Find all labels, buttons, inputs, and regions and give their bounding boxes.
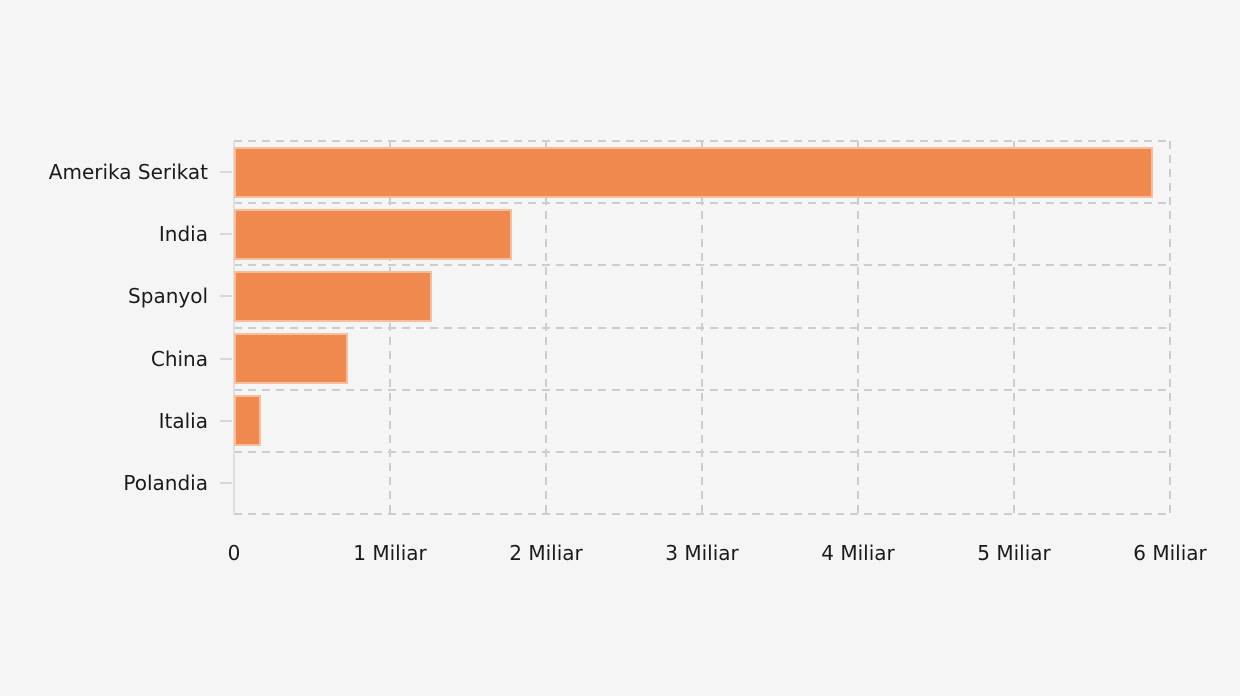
y-axis-tick	[220, 233, 232, 236]
grid-hline	[234, 388, 1170, 391]
grid-hline	[234, 513, 1170, 515]
grid-vline	[1169, 141, 1171, 514]
grid-hline	[234, 202, 1170, 205]
x-axis-label: 6 Miliar	[1133, 541, 1207, 565]
bar	[234, 395, 261, 447]
grid-hline	[234, 450, 1170, 453]
grid-hline	[234, 140, 1170, 142]
y-axis-tick	[220, 481, 232, 484]
x-axis-label: 3 Miliar	[665, 541, 739, 565]
y-axis-label: Italia	[158, 408, 208, 433]
x-axis-label: 2 Miliar	[509, 541, 583, 565]
y-axis-tick	[220, 419, 232, 422]
y-axis-tick	[220, 171, 232, 174]
bar	[234, 208, 512, 260]
y-axis-label: Amerika Serikat	[48, 160, 208, 185]
y-axis-line	[233, 141, 235, 514]
x-axis-label: 1 Miliar	[353, 541, 427, 565]
grid-hline	[234, 326, 1170, 329]
bar	[234, 333, 348, 385]
y-axis-tick	[220, 357, 232, 360]
bar	[234, 146, 1153, 198]
x-axis-label: 0	[227, 541, 241, 565]
x-axis-label: 5 Miliar	[977, 541, 1051, 565]
bar	[234, 270, 433, 322]
grid-hline	[234, 264, 1170, 267]
y-axis-label: India	[158, 222, 208, 247]
y-axis-label: China	[150, 346, 208, 371]
x-axis-label: 4 Miliar	[821, 541, 895, 565]
y-axis-label: Spanyol	[128, 284, 208, 309]
y-axis-tick	[220, 295, 232, 298]
y-axis-label: Polandia	[123, 470, 208, 495]
